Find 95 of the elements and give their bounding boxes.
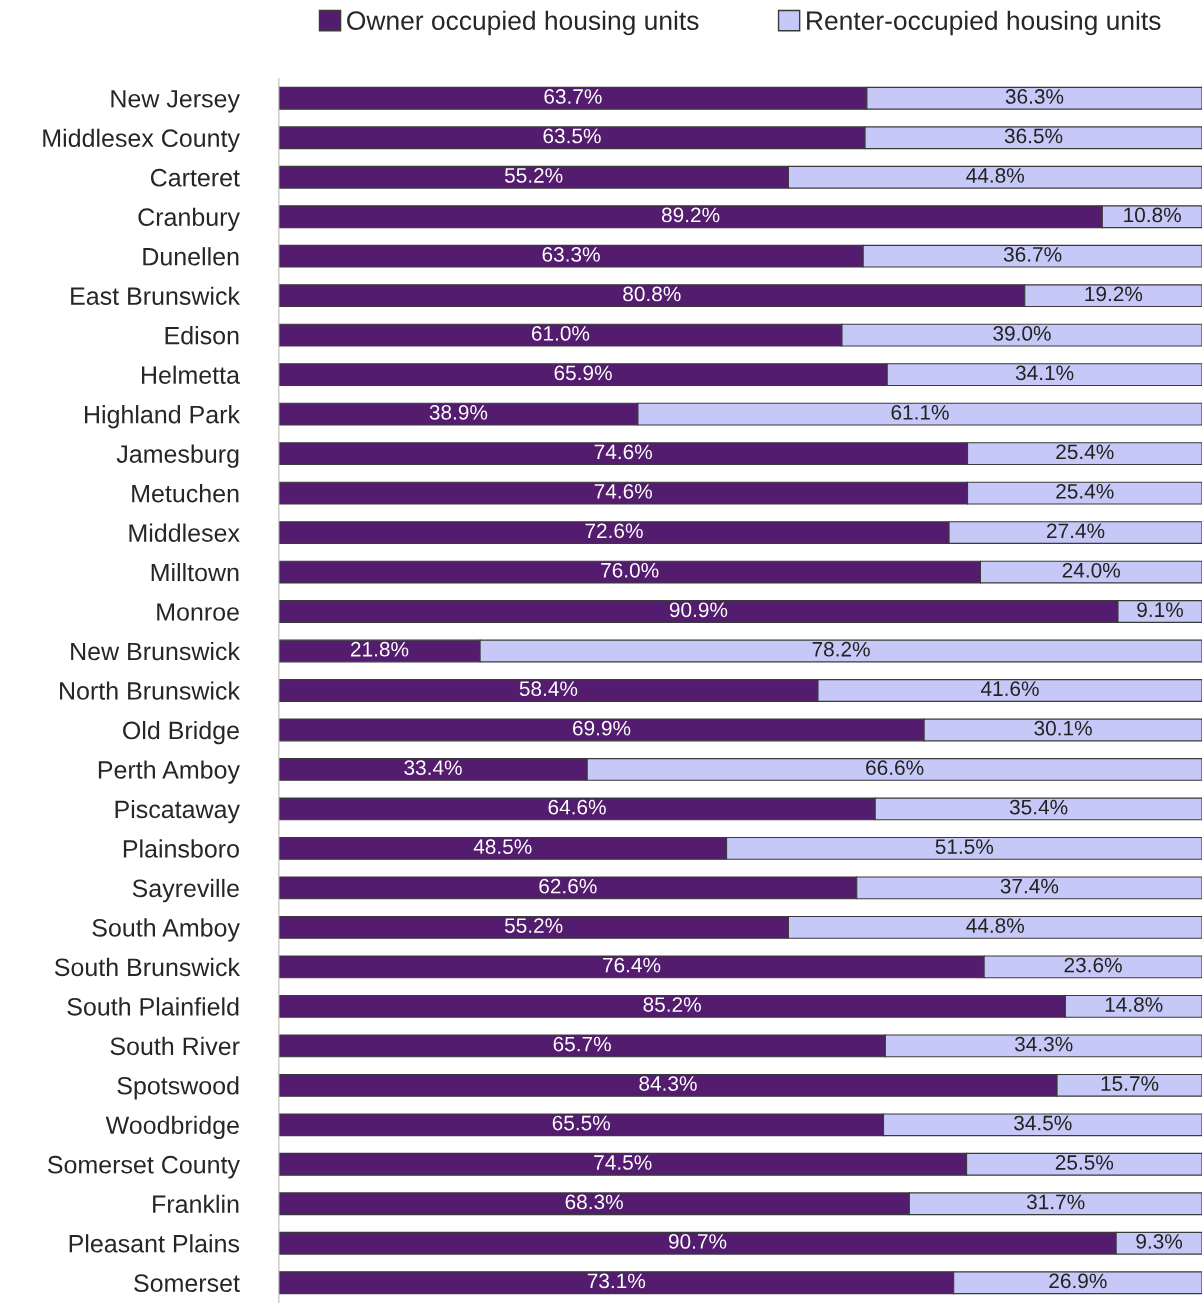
data-label: 63.7% [544, 89, 602, 104]
data-label: 30.1% [1034, 720, 1092, 736]
data-label: 25.4% [1056, 483, 1114, 499]
data-label: 48.5% [473, 839, 532, 855]
y-tick-label: New Brunswick [71, 641, 241, 661]
data-label: 27.4% [1047, 523, 1105, 539]
data-label: 10.8% [1124, 207, 1181, 223]
data-label: 74.5% [594, 1155, 652, 1170]
data-label: 80.8% [623, 286, 681, 302]
data-label: 74.6% [594, 483, 652, 499]
data-label: 25.5% [1055, 1155, 1114, 1170]
data-label: 41.6% [980, 681, 1039, 697]
data-label: 23.6% [1064, 957, 1122, 973]
data-label: 74.6% [594, 444, 652, 460]
data-label: 61.1% [891, 404, 949, 420]
y-tick-label: Sayreville [132, 878, 239, 903]
data-label: 36.5% [1004, 128, 1063, 144]
data-label: 38.9% [429, 404, 488, 420]
y-tick-label: South Brunswick [54, 957, 241, 977]
y-tick-label: Jamesburg [116, 444, 239, 468]
data-label: 65.5% [552, 1115, 610, 1131]
data-label: 90.7% [668, 1234, 727, 1249]
data-label: 37.4% [1000, 878, 1059, 894]
y-tick-label: Milltown [151, 563, 239, 582]
data-label: 64.6% [548, 799, 606, 815]
legend-label: Owner occupied housing units [347, 10, 699, 36]
y-tick-label: Monroe [157, 603, 239, 621]
data-label: 31.7% [1026, 1194, 1085, 1210]
y-tick-label: Carteret [150, 168, 240, 187]
y-tick-label: Somerset County [47, 1155, 240, 1179]
data-label: 63.3% [542, 247, 600, 262]
data-label: 14.8% [1105, 997, 1163, 1012]
data-label: 36.3% [1005, 89, 1064, 104]
y-tick-label: Plainsboro [123, 839, 239, 858]
data-label: 76.0% [601, 562, 659, 578]
y-tick-label: Metuchen [132, 484, 239, 503]
y-tick-label: East Brunswick [71, 286, 241, 305]
data-label: 44.8% [966, 168, 1025, 183]
y-tick-label: South River [110, 1036, 240, 1056]
data-label: 33.4% [404, 760, 462, 776]
y-tick-label: South Amboy [92, 918, 240, 942]
data-label: 90.9% [669, 602, 728, 618]
y-tick-label: Pleasant Plains [69, 1234, 240, 1253]
data-label: 73.1% [587, 1273, 646, 1289]
data-label: 24.0% [1062, 562, 1121, 578]
data-label: 63.5% [543, 128, 601, 144]
y-tick-label: Piscataway [115, 799, 240, 824]
data-label: 21.8% [351, 641, 409, 657]
y-tick-label: Cranbury [138, 207, 240, 231]
data-label: 39.0% [993, 326, 1051, 341]
data-label: 85.2% [643, 997, 701, 1012]
data-label: 9.1% [1137, 602, 1183, 618]
legend-label: Renter-occupied housing units [807, 10, 1161, 36]
y-tick-label: Spotswood [117, 1076, 239, 1100]
data-label: 65.7% [553, 1036, 611, 1052]
data-label: 68.3% [565, 1194, 623, 1210]
data-label: 58.4% [519, 681, 578, 697]
y-tick-label: Franklin [153, 1194, 239, 1214]
data-label: 72.6% [585, 523, 643, 539]
y-tick-label: Helmetta [141, 365, 240, 384]
data-label: 61.0% [531, 326, 590, 341]
data-label: 35.4% [1009, 799, 1068, 815]
y-tick-label: Middlesex County [43, 128, 240, 153]
data-label: 34.3% [1014, 1036, 1073, 1052]
y-tick-label: Edison [165, 326, 239, 345]
data-label: 66.6% [866, 760, 924, 776]
data-label: 9.3% [1136, 1234, 1183, 1249]
y-tick-label: Dunellen [143, 247, 239, 266]
data-label: 44.8% [966, 918, 1025, 933]
data-label: 76.4% [603, 957, 661, 973]
y-tick-label: Perth Amboy [98, 760, 240, 784]
data-label: 55.2% [504, 918, 563, 933]
y-tick-label: New Jersey [111, 90, 240, 113]
data-label: 65.9% [554, 365, 612, 381]
data-label: 55.2% [504, 168, 563, 183]
y-tick-label: Somerset [134, 1274, 240, 1293]
data-label: 84.3% [639, 1076, 697, 1091]
data-label: 62.6% [539, 878, 597, 894]
data-label: 26.9% [1049, 1273, 1107, 1289]
y-tick-label: Old Bridge [123, 720, 239, 745]
data-label: 78.2% [812, 641, 870, 657]
data-label: 34.1% [1015, 365, 1074, 381]
data-label: 15.7% [1101, 1076, 1159, 1091]
data-label: 36.7% [1003, 247, 1062, 262]
y-tick-label: North Brunswick [60, 681, 241, 700]
data-label: 34.5% [1014, 1115, 1072, 1131]
y-tick-label: South Plainfield [67, 997, 239, 1016]
y-tick-label: Highland Park [85, 405, 241, 429]
data-label: 89.2% [661, 207, 720, 223]
data-label: 51.5% [935, 839, 994, 855]
data-label: 19.2% [1085, 286, 1143, 302]
y-tick-label: Middlesex [129, 523, 240, 542]
y-tick-label: Woodbridge [105, 1115, 239, 1140]
data-label: 69.9% [573, 720, 631, 736]
data-label: 25.4% [1056, 444, 1114, 460]
